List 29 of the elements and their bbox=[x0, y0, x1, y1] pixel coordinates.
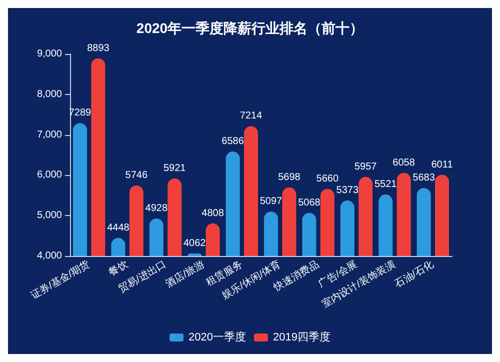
data-label: 5683 bbox=[412, 172, 436, 184]
y-tick-label: 9,000 bbox=[36, 48, 62, 60]
data-label: 4448 bbox=[107, 222, 130, 234]
data-label: 5097 bbox=[260, 196, 283, 208]
data-label: 7214 bbox=[240, 110, 263, 122]
data-label: 4062 bbox=[183, 238, 206, 249]
chart-title: 2020年一季度降薪行业排名（前十） bbox=[136, 20, 364, 36]
data-label: 4928 bbox=[145, 203, 168, 214]
data-label: 6011 bbox=[431, 159, 454, 170]
x-tick-label: 餐饮 bbox=[106, 258, 130, 279]
y-tick-label: 7,000 bbox=[36, 129, 62, 140]
data-label: 5521 bbox=[374, 179, 398, 190]
y-tick-label: 4,000 bbox=[36, 250, 62, 262]
data-label: 6586 bbox=[222, 136, 244, 148]
data-label: 5698 bbox=[278, 172, 301, 183]
data-label: 5373 bbox=[336, 185, 359, 196]
legend-label: 2020一季度 bbox=[188, 330, 246, 344]
legend-label: 2019四季度 bbox=[273, 330, 330, 344]
data-label: 8893 bbox=[87, 42, 110, 54]
data-label: 5068 bbox=[298, 197, 321, 208]
y-tick-label: 5,000 bbox=[36, 210, 62, 222]
data-label: 6058 bbox=[392, 157, 416, 168]
y-tick-label: 6,000 bbox=[36, 170, 62, 181]
y-tick-label: 8,000 bbox=[36, 88, 62, 100]
data-label: 4808 bbox=[202, 208, 224, 219]
data-label: 5660 bbox=[316, 173, 339, 184]
data-label: 5746 bbox=[125, 170, 148, 181]
data-label: 5921 bbox=[163, 162, 186, 174]
data-label: 5957 bbox=[354, 161, 378, 172]
